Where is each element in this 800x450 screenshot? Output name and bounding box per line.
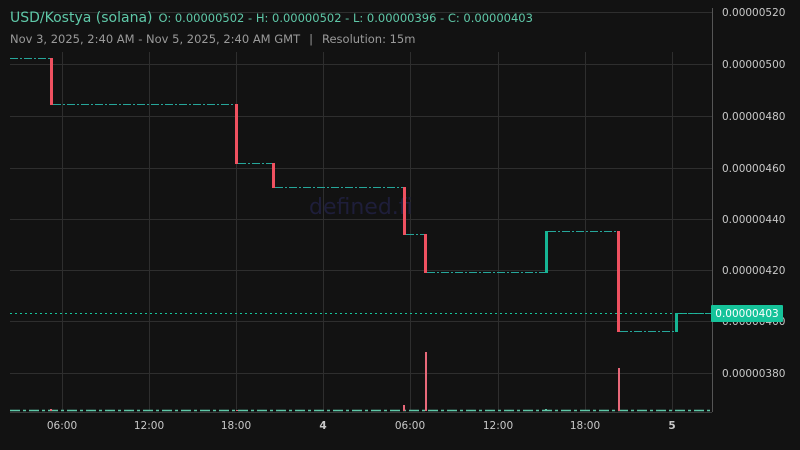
x-tick: 06:00 (395, 420, 425, 432)
y-tick: 0.00000460 (722, 163, 785, 175)
separator: | (309, 32, 313, 46)
price-axis-labels: 0.00000520 0.00000500 0.00000480 0.00000… (722, 7, 785, 380)
x-tick: 5 (668, 420, 675, 432)
y-tick: 0.00000420 (722, 265, 785, 277)
candle-down (617, 231, 620, 332)
volume-bar (50, 409, 52, 411)
volume-bar (425, 352, 427, 411)
y-tick: 0.00000440 (722, 214, 785, 226)
date-range: Nov 3, 2025, 2:40 AM - Nov 5, 2025, 2:40… (10, 32, 301, 46)
candle-down (50, 58, 53, 105)
volume-bar (236, 410, 238, 411)
candle-down (235, 104, 238, 164)
candle-down (272, 163, 275, 188)
resolution: Resolution: 15m (322, 32, 416, 46)
x-tick: 12:00 (483, 420, 513, 432)
x-tick: 06:00 (47, 420, 77, 432)
x-tick: 12:00 (134, 420, 164, 432)
y-tick: 0.00000520 (722, 7, 785, 19)
y-tick: 0.00000380 (722, 368, 785, 380)
y-tick: 0.00000480 (722, 111, 785, 123)
candle-up (675, 313, 678, 332)
current-price-tag: 0.00000403 (711, 305, 783, 322)
candle-down (403, 187, 406, 235)
candle-up (545, 231, 548, 273)
volume-bar (618, 368, 620, 411)
candles (50, 58, 678, 332)
volume-bar (545, 409, 547, 411)
x-tick: 18:00 (221, 420, 251, 432)
chart-header: USD/Kostya (solana) O: 0.00000502 - H: 0… (10, 10, 533, 46)
time-axis-labels: 06:00 12:00 18:00 4 06:00 12:00 18:00 5 (47, 420, 676, 432)
price-step-line (10, 58, 712, 332)
watermark: defined.fi (309, 195, 413, 220)
x-tick: 18:00 (570, 420, 600, 432)
pair-title: USD/Kostya (solana) (10, 10, 153, 26)
volume-bars (50, 352, 620, 411)
x-tick: 4 (319, 420, 326, 432)
volume-bar (403, 405, 405, 411)
y-tick: 0.00000500 (722, 59, 785, 71)
ohlc-values: O: 0.00000502 - H: 0.00000502 - L: 0.000… (158, 11, 533, 25)
candle-down (424, 234, 427, 273)
